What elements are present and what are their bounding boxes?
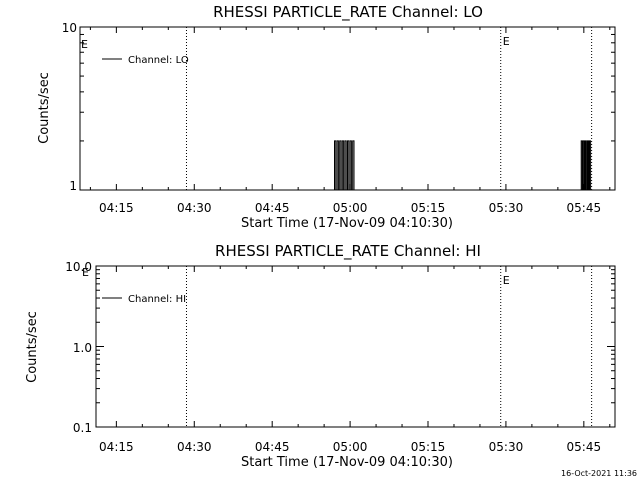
panel-hi-title: RHESSI PARTICLE_RATE Channel: HI [215,242,481,261]
panel-lo: RHESSI PARTICLE_RATE Channel: LO Counts/… [37,3,616,231]
panel-lo-series-0-burst-0 [333,140,356,191]
panel-lo-series [333,140,592,191]
panel-hi-legend-label: Channel: HI [128,294,186,305]
panel-hi-ylabel: Counts/sec [25,311,40,383]
panel-lo-vline-label-1: E [503,35,510,48]
panel-hi-ytick-0-1: 0.1 [73,421,92,435]
footer-timestamp: 16-Oct-2021 11:36 [561,469,637,478]
panel-lo-xtick-label-6: 05:45 [567,201,602,215]
panel-lo-xtick-label-5: 05:30 [489,201,524,215]
panel-hi-xtick-label-5: 05:30 [489,440,524,454]
panel-lo-legend-label: Channel: LO [128,55,189,66]
panel-hi-xtick-label-2: 04:45 [255,440,290,454]
panel-lo-vlines: E [185,27,593,190]
panel-hi-xlabel: Start Time (17-Nov-09 04:10:30) [241,455,453,470]
panel-lo-xtick-label-2: 04:45 [255,201,290,215]
panel-lo-ylabel: Counts/sec [37,72,52,144]
panel-hi-xtick-label-0: 04:15 [99,440,134,454]
panel-lo-title: RHESSI PARTICLE_RATE Channel: LO [213,3,483,22]
panel-hi-xtick-label-3: 05:00 [333,440,368,454]
panel-lo-xlabel: Start Time (17-Nov-09 04:10:30) [241,216,453,231]
panel-hi-ytick-10-0: 10.0 [65,260,92,274]
panel-lo-xtick-label-0: 04:15 [99,201,134,215]
panel-hi-xtick-label-6: 05:45 [567,440,602,454]
panel-hi-left-marker: E [82,266,89,279]
panel-lo-xtick-label-3: 05:00 [333,201,368,215]
panel-lo-xticks: 04:15 04:30 04:45 05:00 05:15 05:30 05:45 [80,26,615,215]
panel-lo-left-marker: E [81,38,88,51]
panel-lo-ytick-10: 10 [62,21,77,35]
panel-lo-series-0-burst-1 [580,140,592,191]
panel-hi-vlines: E [185,266,593,427]
panel-hi-plot-frame [95,265,616,428]
panel-lo-xtick-label-1: 04:30 [177,201,212,215]
panel-hi-vline-label-1: E [503,274,510,287]
panel-hi-xtick-label-1: 04:30 [177,440,212,454]
panel-lo-ytick-1: 1 [69,179,77,193]
panel-lo-xtick-label-4: 05:15 [411,201,446,215]
panel-hi-xtick-label-4: 05:15 [411,440,446,454]
panel-hi-ytick-1-0: 1.0 [73,341,92,355]
panel-hi: RHESSI PARTICLE_RATE Channel: HI Counts/… [25,242,616,470]
panel-hi-xticks: 04:15 04:30 04:45 05:00 05:15 05:30 05:45 [96,265,615,454]
